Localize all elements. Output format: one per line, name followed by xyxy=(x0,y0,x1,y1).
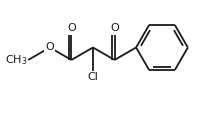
Text: Cl: Cl xyxy=(88,72,98,82)
Text: O: O xyxy=(45,42,54,53)
Text: CH$_3$: CH$_3$ xyxy=(5,53,27,67)
Text: O: O xyxy=(67,23,76,33)
Text: O: O xyxy=(110,23,119,33)
